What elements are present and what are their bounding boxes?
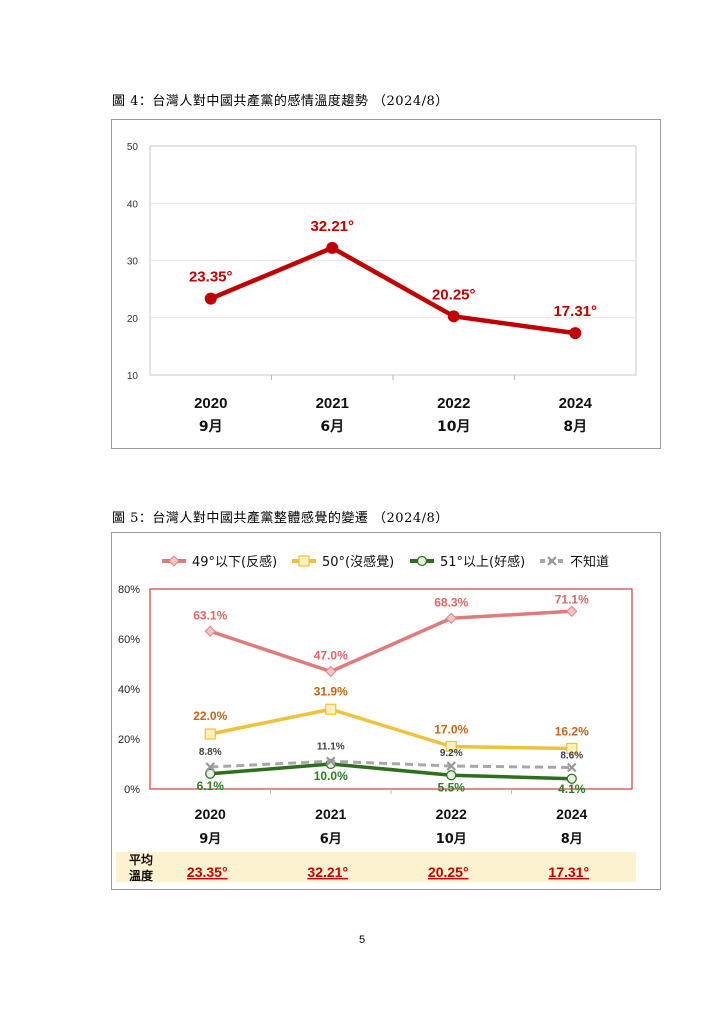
data-label: 10.0% xyxy=(314,769,348,783)
data-label: 68.3% xyxy=(434,595,468,609)
x-tick-sublabel: 10月 xyxy=(436,832,467,847)
data-point xyxy=(325,756,336,767)
data-point xyxy=(566,773,577,784)
data-point xyxy=(204,728,216,740)
y-tick-label: 60% xyxy=(118,634,140,646)
x-tick-sublabel: 10月 xyxy=(437,419,470,435)
x-tick-sublabel: 9月 xyxy=(199,419,223,435)
series-line xyxy=(210,759,572,769)
legend-swatch-marker xyxy=(547,556,557,566)
series-line xyxy=(209,707,572,751)
data-label: 17.31° xyxy=(553,303,597,320)
y-tick-label: 20% xyxy=(118,734,140,746)
data-point xyxy=(447,310,460,323)
figure-5-frame xyxy=(111,532,661,890)
data-label: 9.2% xyxy=(440,748,463,759)
y-tick-label: 0% xyxy=(124,784,140,796)
data-label: 4.1% xyxy=(558,782,586,796)
x-tick-label: 2020 xyxy=(195,806,226,822)
x-tick-label: 2021 xyxy=(316,395,349,412)
x-tick-sublabel: 9月 xyxy=(199,832,221,847)
x-tick-label: 2024 xyxy=(559,395,593,412)
series-line xyxy=(209,609,572,674)
data-point xyxy=(204,625,216,637)
data-point xyxy=(445,612,457,624)
data-label: 17.0% xyxy=(434,723,468,737)
avg-temperature-value: 23.35° xyxy=(187,864,228,880)
data-label: 22.0% xyxy=(193,709,227,723)
avg-temperature-value: 32.21° xyxy=(307,864,348,880)
data-label: 32.21° xyxy=(310,218,354,235)
y-tick-label: 50 xyxy=(127,142,139,153)
legend-swatch-marker xyxy=(416,555,428,567)
y-tick-label: 30 xyxy=(127,257,139,268)
data-point xyxy=(445,740,457,753)
data-point xyxy=(566,605,578,617)
x-tick-label: 2022 xyxy=(436,806,467,822)
figure-4-frame xyxy=(111,119,661,449)
series-line xyxy=(210,762,572,781)
data-point xyxy=(446,761,457,771)
series-line xyxy=(209,245,576,336)
y-tick-label: 40 xyxy=(127,199,139,210)
data-label: 6.1% xyxy=(197,779,225,793)
data-point xyxy=(205,768,216,779)
data-label: 8.8% xyxy=(199,747,222,758)
legend-label: 不知道 xyxy=(570,554,609,570)
legend-label: 51°以上(好感) xyxy=(440,554,525,570)
data-point xyxy=(204,292,217,305)
legend-swatch-marker xyxy=(168,555,180,567)
data-point xyxy=(446,770,457,781)
y-tick-label: 10 xyxy=(127,371,139,382)
x-tick-label: 2021 xyxy=(315,806,346,822)
data-label: 63.1% xyxy=(193,608,227,622)
data-label: 47.0% xyxy=(314,649,348,663)
data-point xyxy=(325,703,337,715)
y-tick-label: 40% xyxy=(118,684,140,696)
x-tick-sublabel: 8月 xyxy=(561,832,583,847)
x-tick-label: 2024 xyxy=(556,806,587,822)
data-label: 11.1% xyxy=(317,741,345,752)
data-label: 71.1% xyxy=(555,592,589,606)
data-label: 5.5% xyxy=(438,780,466,794)
x-tick-label: 2022 xyxy=(437,395,470,412)
x-tick-sublabel: 8月 xyxy=(563,419,587,435)
legend-swatch-marker xyxy=(298,555,310,567)
page-number: 5 xyxy=(358,934,366,946)
data-point xyxy=(569,327,582,340)
avg-temperature-value: 17.31° xyxy=(548,864,589,880)
data-point xyxy=(325,665,337,678)
legend-label: 50°(沒感覺) xyxy=(322,554,394,570)
data-label: 20.25° xyxy=(432,286,476,303)
data-point xyxy=(205,762,216,772)
data-label: 16.2% xyxy=(555,725,589,739)
avg-row-label: 溫度 xyxy=(129,868,154,883)
legend-label: 49°以下(反感) xyxy=(192,554,277,570)
data-label: 8.6% xyxy=(560,751,583,762)
y-tick-label: 20 xyxy=(127,314,139,325)
data-point xyxy=(566,742,578,755)
figure-4-title: 圖 4：台灣人對中國共產黨的感情溫度趨勢 （2024/8） xyxy=(112,94,449,109)
avg-temperature-value: 20.25° xyxy=(428,864,469,880)
data-point xyxy=(566,762,577,773)
x-tick-sublabel: 6月 xyxy=(320,832,342,847)
x-tick-label: 2020 xyxy=(194,395,227,412)
y-tick-label: 80% xyxy=(118,584,140,596)
avg-row-background xyxy=(116,852,636,882)
avg-row-label: 平均 xyxy=(129,852,153,867)
x-tick-sublabel: 6月 xyxy=(320,419,344,435)
data-point xyxy=(326,241,339,254)
data-label: 23.35° xyxy=(189,269,233,286)
figure-5-title: 圖 5：台灣人對中國共產黨整體感覺的變遷 （2024/8） xyxy=(112,511,449,526)
data-label: 31.9% xyxy=(314,684,348,698)
